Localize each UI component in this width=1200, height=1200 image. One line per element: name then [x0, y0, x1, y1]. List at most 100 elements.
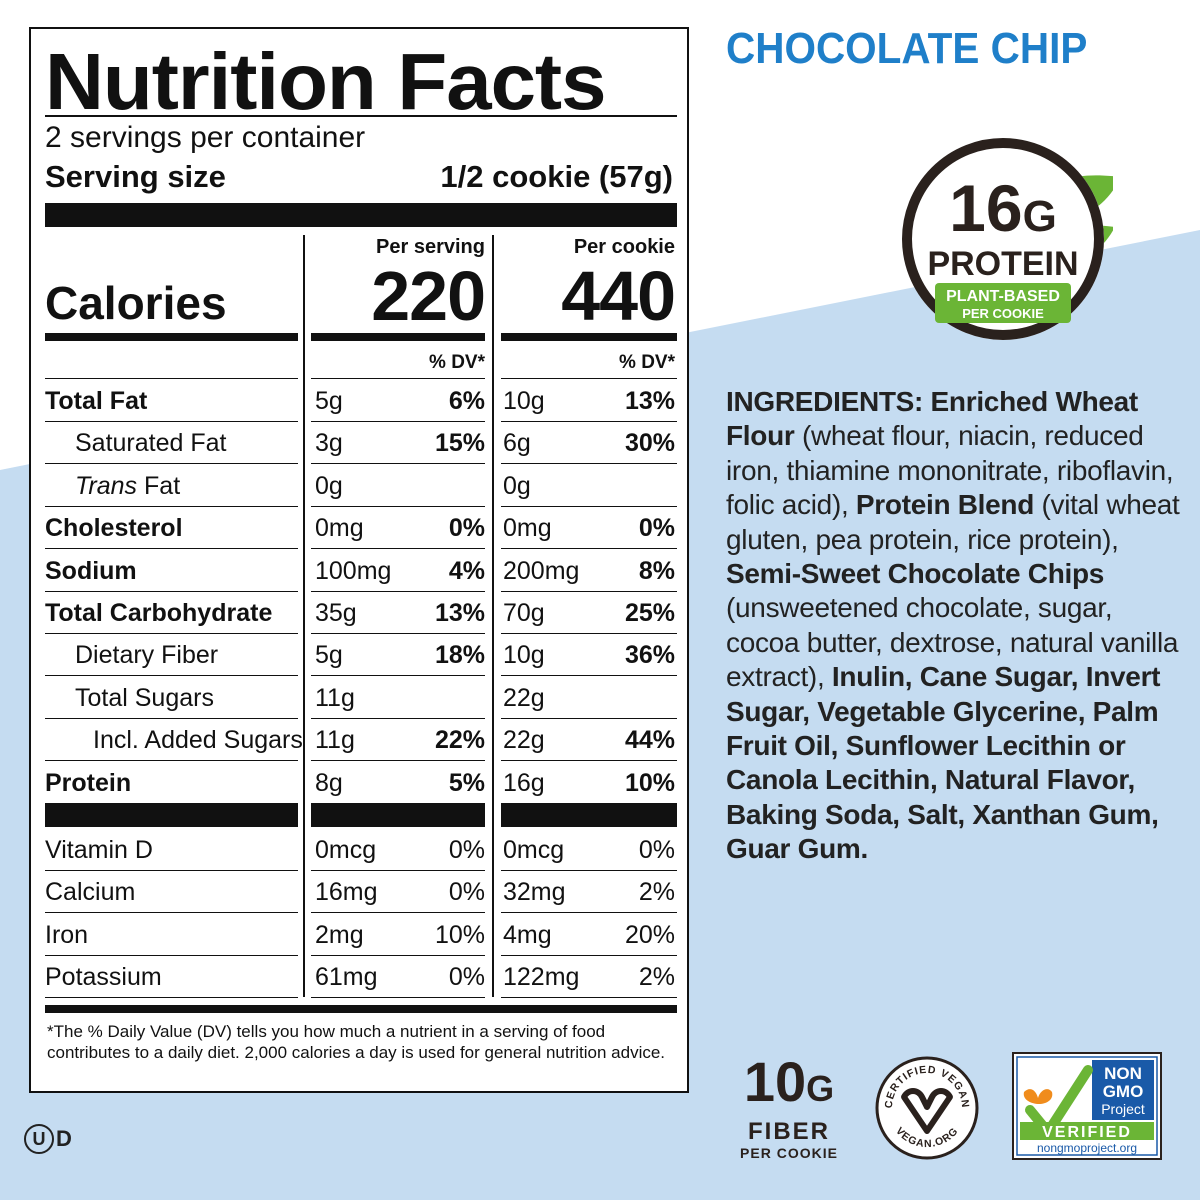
nutrient-row: Potassium 61mg 0% 122mg 2%: [31, 956, 687, 999]
amount-per-serving: 35g: [315, 599, 357, 627]
daily-value-footnote: *The % Daily Value (DV) tells you how mu…: [47, 1022, 666, 1062]
certified-vegan-logo: CERTIFIED VEGAN VEGAN.ORG: [875, 1056, 979, 1160]
nutrient-name: Potassium: [45, 963, 162, 992]
column-divider-1: [303, 235, 305, 997]
dv-header-serving: % DV*: [429, 352, 485, 373]
nutrition-facts-title: Nutrition Facts: [45, 37, 606, 126]
nongmo-l3: Project: [1101, 1101, 1145, 1117]
calories-label: Calories: [45, 277, 227, 329]
row-separator: [501, 997, 677, 999]
nutrient-name: Protein: [45, 768, 132, 797]
row-separator: [45, 463, 298, 465]
nutrient-row: Cholesterol 0mg 0% 0mg 0%: [31, 507, 687, 550]
calories-rule-serving: [311, 333, 485, 341]
nutrient-row: Total Carbohydrate 35g 13% 70g 25%: [31, 592, 687, 634]
fiber-badge: 10G FIBER PER COOKIE: [732, 1050, 846, 1162]
nongmo-l2: GMO: [1103, 1082, 1144, 1101]
badge-line1: PLANT-BASED: [946, 288, 1060, 305]
dv-per-serving: 15%: [434, 429, 485, 458]
nutrient-name: Iron: [45, 920, 89, 949]
amount-per-cookie: 4mg: [503, 920, 552, 949]
protein-badge: 16G PROTEIN PLANT-BASED PER COOKIE: [902, 138, 1113, 340]
row-separator: [501, 505, 677, 507]
dv-per-cookie: 8%: [638, 556, 675, 585]
nutrient-name: Incl. Added Sugars: [93, 726, 303, 755]
dv-per-cookie: 20%: [624, 920, 675, 949]
nutrient-row: Total Fat 5g 6% 10g 13%: [31, 380, 687, 422]
footnote-rule: [45, 1005, 677, 1013]
dv-rule-cookie: [501, 378, 677, 379]
nutrient-name: Total Carbohydrate: [45, 599, 273, 627]
nutrient-name: Cholesterol: [45, 514, 183, 543]
row-separator: [501, 717, 677, 719]
nutrient-name: Sodium: [45, 556, 137, 585]
row-separator: [45, 717, 298, 719]
dv-per-cookie: [581, 677, 675, 719]
dv-per-cookie: 36%: [624, 641, 675, 670]
row-separator: [501, 463, 677, 465]
amount-per-serving: 3g: [315, 429, 343, 458]
serving-thick-rule: [45, 203, 677, 227]
row-separator: [501, 870, 677, 871]
row-separator: [501, 954, 677, 956]
badge-amount: 16G: [949, 171, 1057, 245]
row-separator: [45, 675, 298, 677]
nutrient-name: Trans Fat: [75, 465, 180, 507]
nongmo-blue-block: [1092, 1060, 1154, 1120]
serving-size-label: Serving size: [45, 159, 226, 194]
dv-per-cookie: 10%: [624, 768, 675, 797]
fiber-label: FIBER: [748, 1118, 830, 1145]
nutrient-name: Total Sugars: [75, 683, 214, 712]
dv-per-cookie: 44%: [624, 726, 675, 755]
ingredient-segment: (wheat flour, niacin, reduced iron, thia…: [726, 420, 1174, 521]
vitamin-rule-name: [45, 803, 298, 827]
row-separator: [311, 548, 485, 550]
nutrient-row: Vitamin D 0mcg 0% 0mcg 0%: [31, 829, 687, 871]
ingredient-bold-segment: Inulin, Cane Sugar, Invert Sugar, Vegeta…: [726, 661, 1161, 865]
column-divider-2: [492, 235, 494, 997]
amount-per-cookie: 200mg: [503, 556, 580, 585]
vitamin-rule-serving: [311, 803, 485, 827]
nongmo-verified-bar: [1020, 1122, 1154, 1140]
dv-per-cookie: 0%: [638, 514, 675, 543]
dv-per-serving: [391, 677, 485, 719]
amount-per-cookie: 0mg: [503, 514, 552, 543]
nongmo-verified: VERIFIED: [1042, 1124, 1132, 1141]
badge-line2: PER COOKIE: [962, 306, 1044, 321]
dv-per-cookie: 2%: [638, 878, 675, 907]
row-separator: [311, 870, 485, 871]
nutrient-row: Saturated Fat 3g 15% 6g 30%: [31, 422, 687, 465]
dv-rule-serving: [311, 378, 485, 379]
row-separator: [311, 717, 485, 719]
amount-per-serving: 5g: [315, 641, 343, 670]
row-separator: [45, 912, 298, 914]
dv-per-cookie: 13%: [624, 387, 675, 415]
amount-per-cookie: 0mcg: [503, 836, 565, 864]
calories-per-serving: 220: [371, 257, 486, 335]
calories-per-cookie: 440: [561, 257, 676, 335]
non-gmo-project-logo: NON GMO Project VERIFIED nongmoproject.o…: [1012, 1052, 1162, 1160]
amount-per-serving: 2mg: [315, 920, 364, 949]
row-separator: [311, 505, 485, 507]
nutrient-name: Calcium: [45, 878, 136, 907]
row-separator: [45, 505, 298, 507]
amount-per-cookie: 22g: [503, 726, 545, 755]
dv-per-cookie: 25%: [624, 599, 675, 627]
per-cookie-header: Per cookie: [573, 236, 675, 258]
row-separator: [501, 590, 677, 592]
amount-per-cookie: 10g: [503, 641, 545, 670]
dv-per-serving: 0%: [448, 878, 485, 907]
nutrient-name: Dietary Fiber: [75, 641, 219, 670]
row-separator: [45, 997, 298, 999]
amount-per-serving: 100mg: [315, 556, 392, 585]
amount-per-cookie: 6g: [503, 429, 531, 458]
badge-ring-icon: [902, 138, 1104, 340]
vegan-heart-v-icon: [901, 1088, 953, 1134]
serving-size-value: 1/2 cookie (57g): [440, 159, 673, 194]
amount-per-cookie: 122mg: [503, 963, 580, 992]
fiber-amount: 10G: [743, 1050, 835, 1113]
row-separator: [311, 912, 485, 914]
row-separator: [501, 912, 677, 914]
dv-per-serving: 4%: [448, 556, 485, 585]
dv-per-serving: 22%: [434, 726, 485, 755]
